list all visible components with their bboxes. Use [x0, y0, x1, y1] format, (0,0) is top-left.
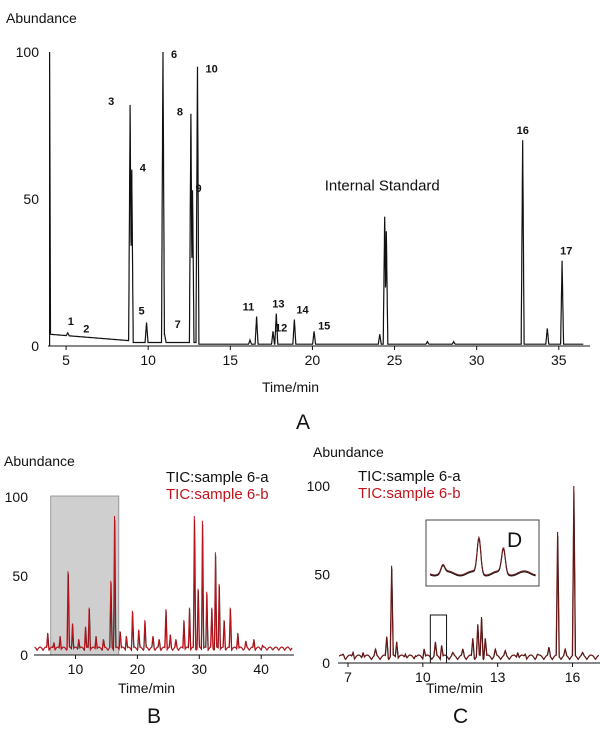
chart-a-y-tick-label: 100 [16, 44, 40, 60]
chart-b-x-tick-label: 40 [253, 661, 269, 677]
chart-c-y-ticks: 0 50 100 [307, 478, 331, 671]
chart-a: Abundance 0 50 100 5 10 15 20 25 30 35 12 3 4 5 6 7 8 9… [6, 10, 590, 434]
chart-b-legend-a: TIC:sample 6-a [166, 469, 269, 486]
chart-b-y-tick-label: 100 [5, 489, 29, 505]
chart-b-ylabel: Abundance [4, 453, 75, 469]
chart-b-panel-label: B [147, 705, 161, 728]
peak-label: 4 [140, 163, 147, 175]
chart-a-x-tick-label: 35 [551, 352, 567, 368]
chart-c-inset-frame [425, 519, 540, 587]
chart-c-x-tick-label: 7 [344, 669, 352, 685]
chart-a-x-tick-label: 5 [62, 352, 70, 368]
chart-a-x-tick-label: 30 [469, 352, 485, 368]
peak-label: 14 [296, 305, 309, 317]
chart-b-xlabel: Time/min [118, 680, 175, 696]
chart-c-ylabel: Abundance [313, 444, 384, 460]
chart-b-series-b [34, 515, 293, 652]
peak-label: 7 [175, 319, 181, 331]
chart-c-panel-label: C [453, 705, 468, 728]
chart-b-highlight-region [50, 495, 120, 656]
peak-label: 2 [83, 324, 89, 336]
chart-b-y-ticks: 0 50 100 [5, 489, 29, 663]
chart-a-x-tick-label: 15 [223, 352, 239, 368]
chart-a-trace [49, 51, 584, 346]
peak-label: 15 [318, 320, 330, 332]
chart-b-x-tick-label: 20 [130, 661, 146, 677]
chart-c-zoom-box [429, 614, 448, 664]
peak-label: 11 [243, 302, 255, 314]
peak-label: 6 [171, 49, 177, 61]
chart-b-y-tick-label: 0 [20, 647, 28, 663]
chart-c-x-ticks: 7 10 13 16 [344, 663, 581, 685]
peak-label: 1 [68, 316, 74, 328]
chart-c-y-tick-label: 100 [307, 478, 331, 494]
chart-c-inset: D [425, 519, 540, 587]
chart-a-y-ticks: 0 50 100 [16, 44, 40, 354]
chart-c-legend-a: TIC:sample 6-a [358, 468, 461, 485]
chart-c-y-tick-label: 0 [322, 655, 330, 671]
chart-c-series-b [338, 485, 600, 661]
chart-c-xlabel: Time/min [426, 680, 483, 696]
peak-label: 3 [108, 96, 114, 108]
chart-a-x-tick-label: 25 [387, 352, 403, 368]
chart-a-panel-label: A [296, 411, 310, 434]
chart-c-x-tick-label: 13 [490, 669, 506, 685]
peak-label: 5 [139, 305, 145, 317]
peak-label: 13 [272, 299, 284, 311]
chart-a-x-ticks: 5 10 15 20 25 30 35 [62, 346, 567, 368]
chart-b-x-tick-label: 30 [191, 661, 207, 677]
peak-label: 17 [560, 246, 572, 258]
chart-c-x-tick-label: 10 [415, 669, 431, 685]
peak-label: 9 [196, 183, 202, 195]
chart-a-y-tick-label: 50 [23, 191, 39, 207]
peak-label: 10 [205, 64, 217, 76]
chart-b-x-tick-label: 10 [68, 661, 84, 677]
chart-c-inset-label: D [507, 529, 522, 552]
chart-b-y-tick-label: 50 [12, 568, 28, 584]
chart-a-y-tick-label: 0 [31, 338, 39, 354]
chart-c-legend-b: TIC:sample 6-b [358, 485, 461, 502]
chart-a-x-tick-label: 10 [140, 352, 156, 368]
chart-a-xlabel: Time/min [262, 379, 319, 395]
chart-c-y-tick-label: 50 [314, 567, 330, 583]
chart-b-legend-b: TIC:sample 6-b [166, 486, 269, 503]
chart-c-x-tick-label: 16 [565, 669, 581, 685]
chart-a-x-tick-label: 20 [305, 352, 321, 368]
internal-standard-label: Internal Standard [325, 178, 440, 195]
peak-label: 16 [517, 125, 529, 137]
chart-b-x-ticks: 10 20 30 40 [68, 655, 269, 677]
chart-b: Abundance 0 50 100 10 20 30 40 TIC:sample 6-a… [4, 453, 294, 728]
chart-c-inset-series-b [429, 535, 536, 576]
chart-a-ylabel: Abundance [6, 10, 77, 26]
peak-label: 12 [275, 322, 287, 334]
peak-label: 8 [177, 107, 183, 119]
